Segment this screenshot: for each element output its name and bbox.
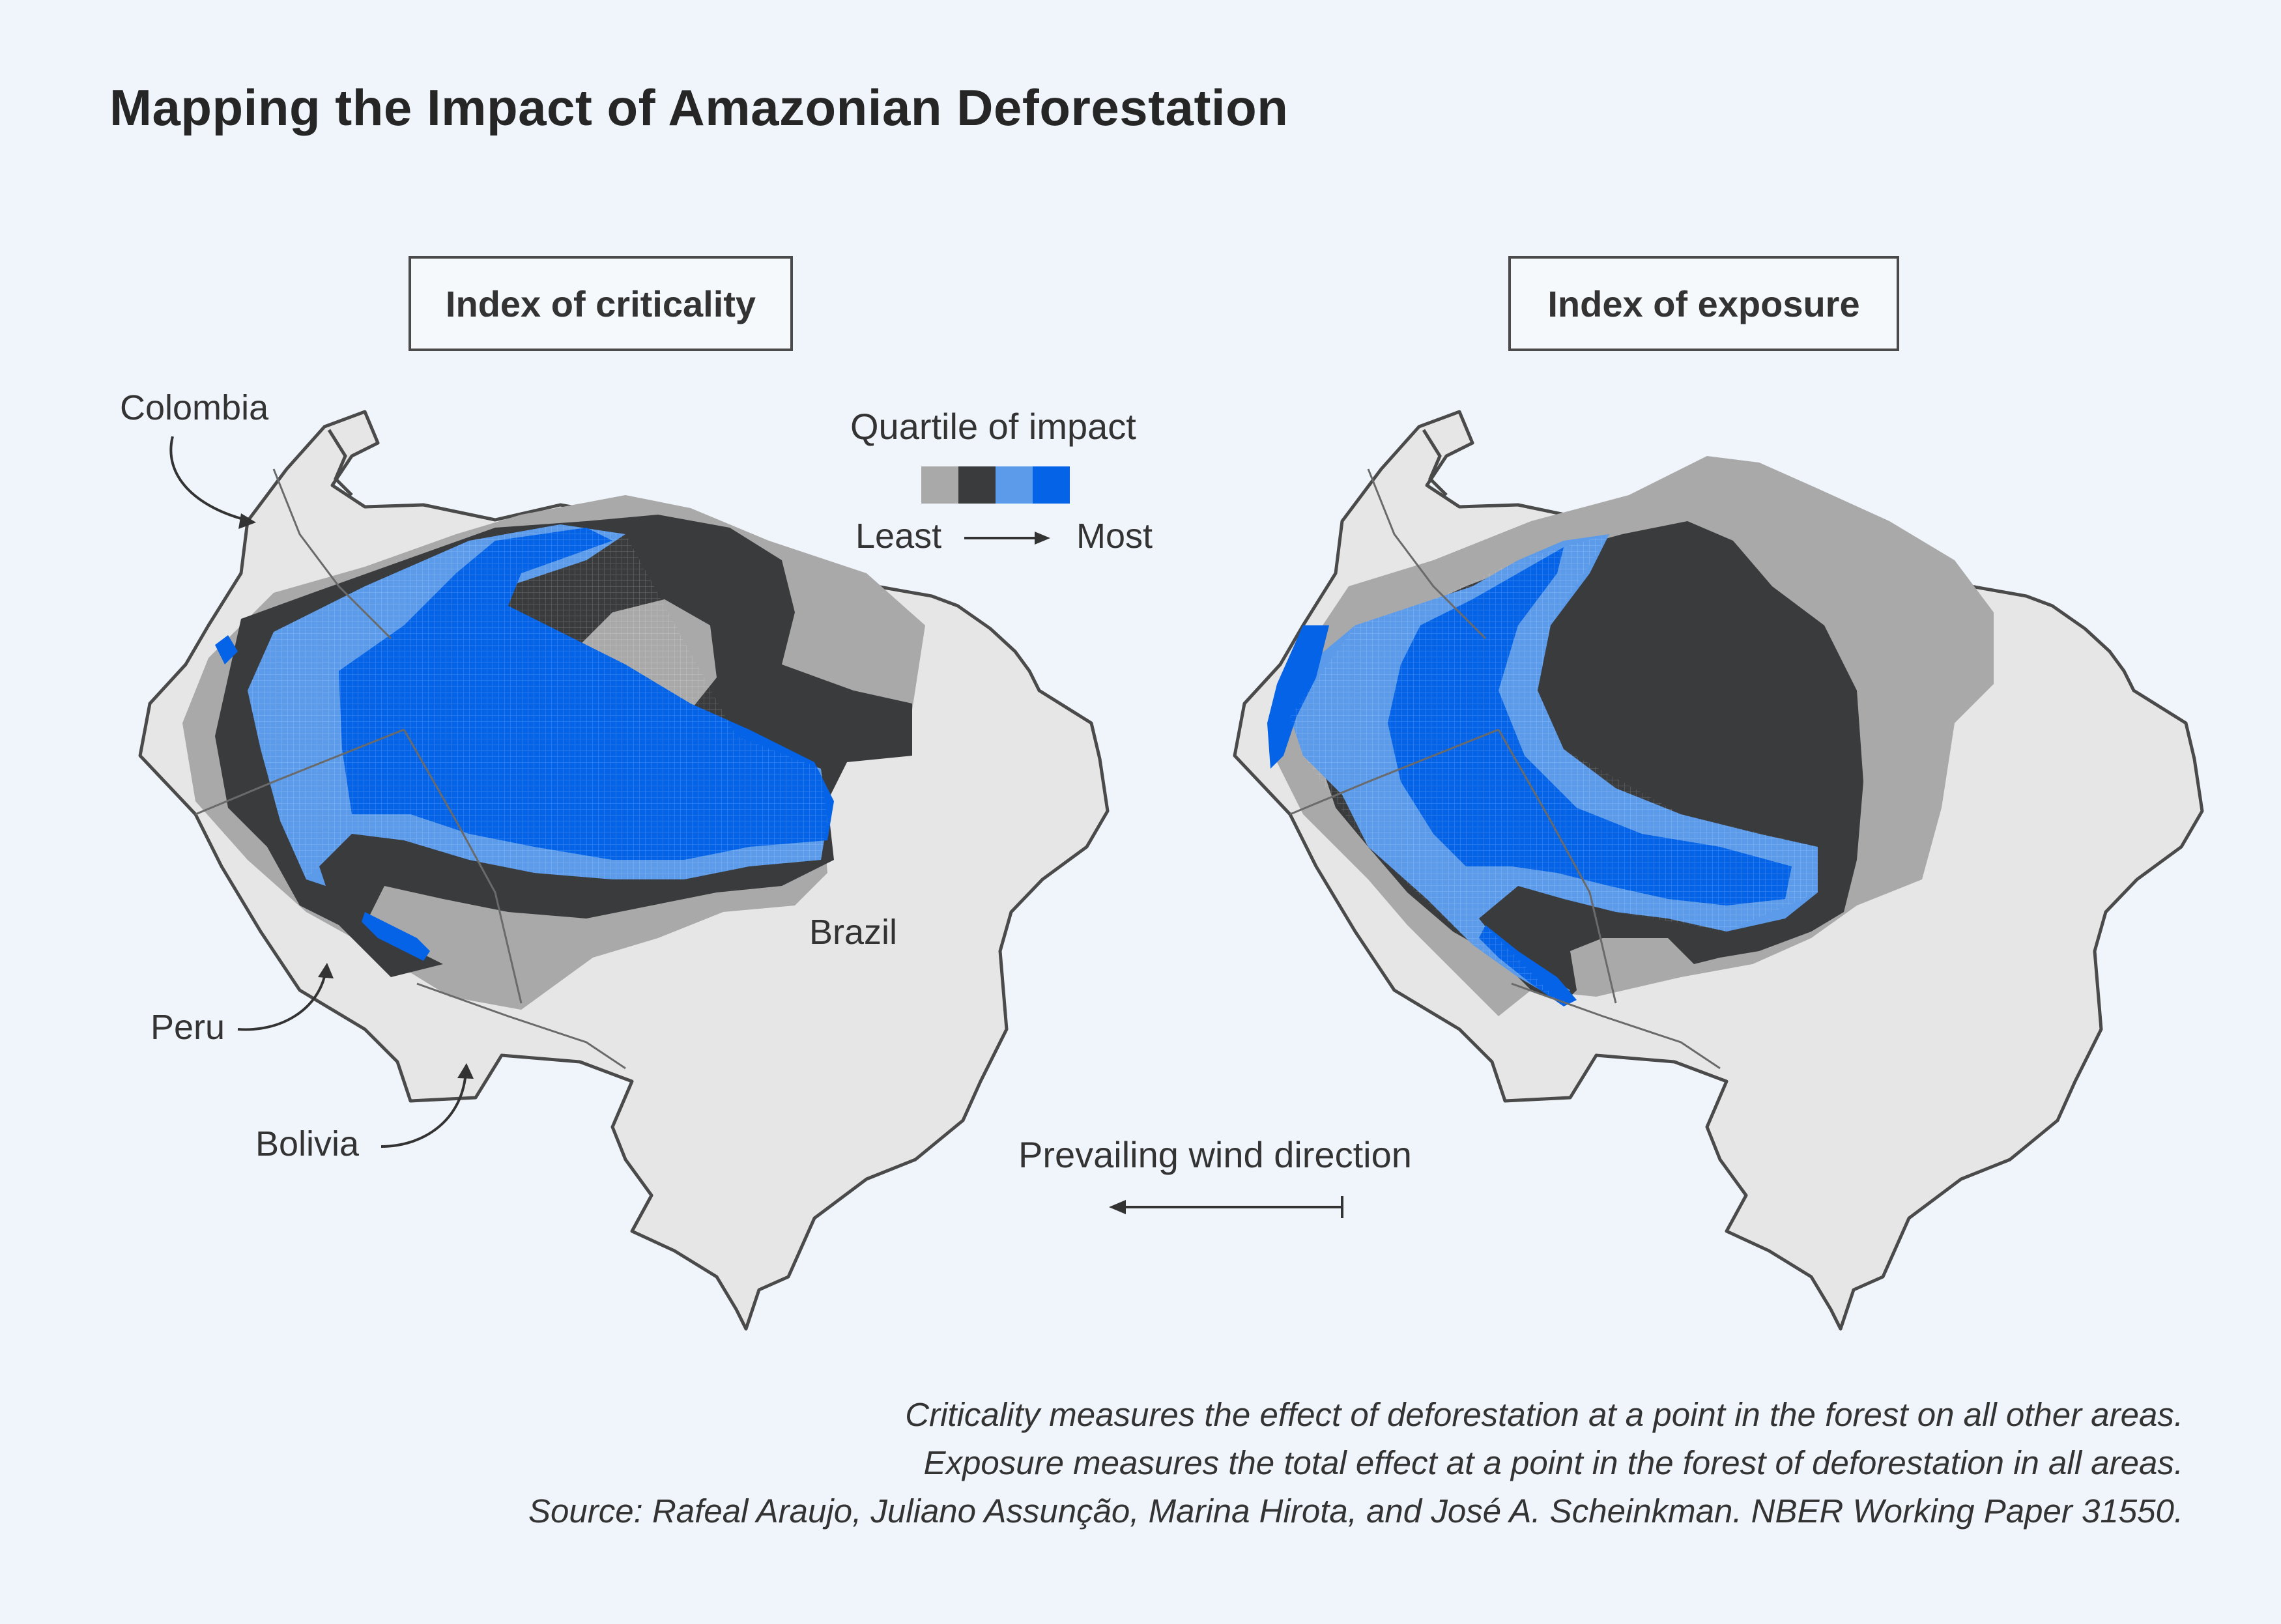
criticality-q4-south-strip	[362, 912, 430, 961]
legend-title: Quartile of impact	[850, 406, 1136, 447]
wind-arrow	[1109, 1196, 1343, 1218]
label-colombia: Colombia	[120, 388, 269, 427]
legend-swatch-q2	[958, 466, 996, 504]
exposure-grid-texture	[1290, 534, 1818, 1000]
criticality-panel-label: Index of criticality	[445, 283, 756, 324]
label-bolivia: Bolivia	[255, 1124, 360, 1163]
exposure-q4-west-strip	[1267, 625, 1329, 769]
criticality-map	[138, 410, 1110, 1331]
exposure-map	[1233, 410, 2204, 1331]
exposure-panel-title: Index of exposure	[1508, 256, 1899, 351]
legend-most-label: Most	[1076, 517, 1153, 556]
criticality-q4-west-patch	[215, 635, 238, 664]
label-arrowheads	[238, 513, 474, 1079]
legend-arrow	[964, 532, 1050, 545]
exposure-borders	[1289, 468, 1721, 1070]
peru-leader	[237, 970, 327, 1031]
legend-least-label: Least	[855, 517, 942, 556]
exposure-coast-detail	[1422, 429, 1448, 496]
criticality-panel-title: Index of criticality	[409, 256, 793, 351]
exposure-panel-label: Index of exposure	[1547, 283, 1860, 324]
legend-swatch-q1	[921, 466, 958, 504]
chart-title: Mapping the Impact of Amazonian Deforest…	[109, 79, 1289, 136]
footnotes: Criticality measures the effect of defor…	[528, 1391, 2183, 1535]
criticality-grid-texture	[248, 524, 827, 879]
label-brazil: Brazil	[809, 913, 898, 952]
label-leaders	[169, 436, 467, 1148]
wind-direction-label: Prevailing wind direction	[1018, 1134, 1412, 1175]
criticality-coast-detail	[327, 429, 353, 496]
colombia-leader	[169, 436, 251, 522]
bolivia-leader	[380, 1071, 467, 1148]
criticality-borders	[195, 468, 626, 1070]
note-criticality: Criticality measures the effect of defor…	[905, 1396, 2183, 1433]
legend-swatch-q4	[1033, 466, 1070, 504]
note-exposure: Exposure measures the total effect at a …	[923, 1444, 2183, 1481]
legend-swatch-q3	[996, 466, 1033, 504]
label-peru: Peru	[151, 1008, 225, 1047]
note-source: Source: Rafeal Araujo, Juliano Assunção,…	[528, 1492, 2183, 1530]
